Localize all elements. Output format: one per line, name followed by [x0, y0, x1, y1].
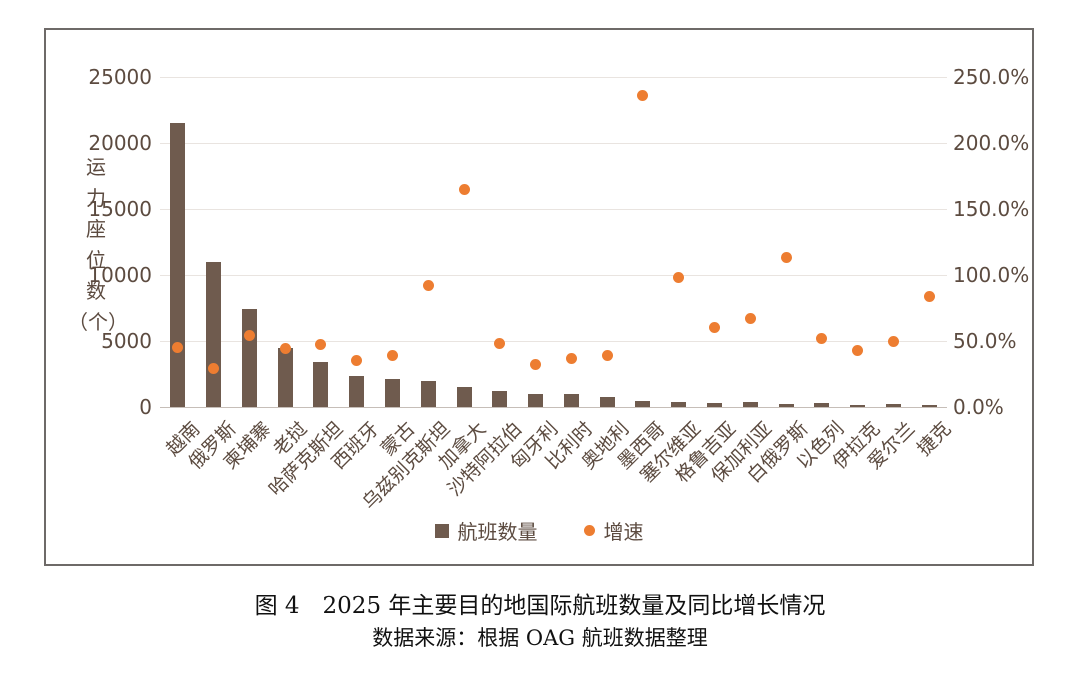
growth-dot-乌兹别克斯坦: [422, 280, 434, 292]
growth-dot-蒙古: [387, 350, 399, 362]
bar-加拿大: [456, 386, 472, 407]
bar-爱尔兰: [885, 403, 901, 407]
growth-dot-西班牙: [351, 355, 363, 367]
bar-沙特阿拉伯: [492, 391, 508, 407]
right-axis-tick: 200.0%: [953, 131, 1030, 155]
left-axis-title-char: （个）: [68, 310, 128, 334]
bar-俄罗斯: [206, 261, 222, 407]
left-axis-title-char: 运: [86, 155, 106, 179]
growth-dot-加拿大: [458, 183, 470, 195]
legend-label-flights: 航班数量: [457, 520, 538, 544]
left-axis-tick: 20000: [88, 131, 152, 155]
bar-series-swatch-icon: [434, 523, 449, 538]
growth-dot-捷克: [923, 290, 935, 302]
left-axis-title: 运力座位数 （个）: [68, 152, 128, 338]
bar-以色列: [814, 403, 830, 407]
left-axis-tick: 5000: [101, 329, 152, 353]
bar-墨西哥: [635, 401, 651, 407]
growth-dot-越南: [172, 342, 184, 354]
left-axis-tick: 15000: [88, 197, 152, 221]
growth-dot-爱尔兰: [887, 335, 899, 347]
growth-dot-匈牙利: [530, 359, 542, 371]
x-axis-label-捷克: 捷克: [913, 417, 956, 461]
left-axis-title-char: 座: [86, 217, 106, 241]
growth-dot-老挝: [279, 343, 291, 355]
growth-dot-墨西哥: [637, 89, 649, 101]
chart-frame: 0 5000 10000 15000 20000 25000 0.0% 50.0% 100.0…: [44, 28, 1034, 566]
dot-series-swatch-icon: [583, 525, 595, 536]
bar-蒙古: [385, 378, 401, 407]
growth-dot-以色列: [816, 332, 828, 344]
growth-dot-保加利亚: [744, 313, 756, 325]
left-axis-title-char: 位: [86, 248, 106, 272]
legend-label-growth: 增速: [603, 520, 644, 544]
gridline: [160, 77, 947, 78]
bar-匈牙利: [528, 393, 544, 407]
bar-捷克: [921, 405, 937, 407]
bar-乌兹别克斯坦: [420, 380, 436, 407]
x-axis-line: [160, 407, 947, 408]
bar-越南: [170, 123, 186, 407]
bar-白俄罗斯: [778, 403, 794, 407]
chart-legend: 航班数量 增速: [46, 516, 1032, 545]
bar-格鲁吉亚: [706, 402, 722, 407]
bar-西班牙: [349, 375, 365, 407]
bar-保加利亚: [742, 401, 758, 407]
gridline: [160, 341, 947, 342]
left-axis-title-char: 数: [86, 279, 106, 303]
bar-比利时: [563, 394, 579, 407]
bar-老挝: [277, 347, 293, 407]
right-axis-tick: 100.0%: [953, 263, 1030, 287]
gridline: [160, 275, 947, 276]
right-axis-tick: 250.0%: [953, 65, 1030, 89]
left-axis-tick: 10000: [88, 263, 152, 287]
growth-dot-柬埔寨: [243, 330, 255, 342]
left-axis-title-char: 力: [86, 186, 106, 210]
figure-caption: 图 4 2025 年主要目的地国际航班数量及同比增长情况: [254, 593, 826, 619]
legend-item-growth: 增速: [583, 516, 644, 545]
bar-塞尔维亚: [671, 401, 687, 407]
right-axis-tick: 50.0%: [953, 329, 1017, 353]
growth-dot-塞尔维亚: [673, 272, 685, 284]
bar-柬埔寨: [241, 309, 257, 407]
right-axis-tick: 150.0%: [953, 197, 1030, 221]
figure-source: 数据来源：根据 OAG 航班数据整理: [372, 626, 708, 650]
legend-item-flights: 航班数量: [434, 516, 538, 545]
growth-dot-奥地利: [601, 350, 613, 362]
growth-dot-沙特阿拉伯: [494, 338, 506, 350]
bar-哈萨克斯坦: [313, 362, 329, 407]
growth-dot-伊拉克: [852, 344, 864, 356]
left-axis-tick: 25000: [88, 65, 152, 89]
growth-dot-哈萨克斯坦: [315, 339, 327, 351]
left-axis-tick: 0: [139, 395, 152, 419]
gridline: [160, 209, 947, 210]
growth-dot-格鲁吉亚: [708, 322, 720, 334]
growth-dot-俄罗斯: [208, 363, 220, 375]
growth-dot-比利时: [565, 352, 577, 364]
right-axis-tick: 0.0%: [953, 395, 1004, 419]
gridline: [160, 143, 947, 144]
growth-dot-白俄罗斯: [780, 252, 792, 264]
bar-奥地利: [599, 397, 615, 407]
bar-伊拉克: [850, 404, 866, 407]
